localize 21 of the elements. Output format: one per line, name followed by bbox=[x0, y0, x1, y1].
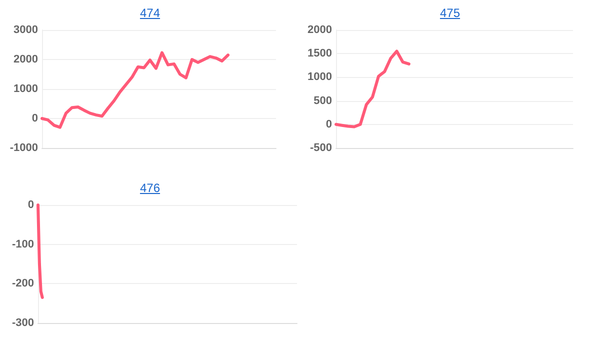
line-series bbox=[40, 51, 230, 129]
y-tick-label: 3000 bbox=[14, 24, 38, 36]
chart-title: 474 bbox=[138, 6, 162, 20]
y-tick-label: 0 bbox=[28, 199, 34, 211]
y-tick-label: -1000 bbox=[10, 142, 38, 154]
line-series bbox=[36, 204, 44, 299]
y-tick-label: -500 bbox=[310, 142, 332, 154]
y-tick-label: 2000 bbox=[14, 54, 38, 66]
y-tick-label: 500 bbox=[314, 94, 332, 107]
y-tick-label: -100 bbox=[12, 238, 34, 250]
chart-title: 476 bbox=[138, 181, 162, 195]
y-tick-label: 1000 bbox=[14, 83, 38, 95]
y-tick-label: 0 bbox=[32, 112, 38, 124]
line-series bbox=[334, 50, 410, 128]
chart-title: 475 bbox=[438, 6, 462, 20]
y-tick-label: -200 bbox=[12, 278, 34, 290]
y-tick-label: 2000 bbox=[308, 24, 332, 36]
y-tick-label: -300 bbox=[12, 317, 34, 329]
y-tick-label: 1500 bbox=[308, 48, 332, 60]
y-tick-label: 0 bbox=[326, 118, 332, 130]
y-tick-label: 1000 bbox=[308, 71, 332, 84]
